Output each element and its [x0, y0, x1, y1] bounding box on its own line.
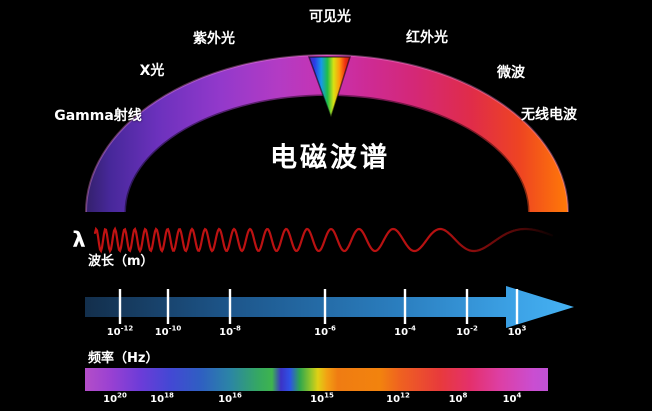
- tick-mark: [465, 289, 469, 324]
- lambda-symbol: λ: [72, 228, 86, 252]
- wavelength-tick-label: 103: [507, 324, 527, 338]
- tick-mark: [166, 289, 170, 324]
- arc-highlight: [85, 54, 569, 213]
- frequency-tick-label: 1016: [218, 391, 242, 405]
- wavelength-tick-label: 10-4: [394, 324, 416, 338]
- arc-label-uv: 紫外光: [193, 31, 235, 47]
- tick-mark: [403, 289, 407, 324]
- arc-label-gamma: Gamma射线: [54, 108, 142, 124]
- spectrum-arc: [86, 55, 568, 212]
- tick-mark: [323, 289, 327, 324]
- frequency-tick-label: 108: [448, 391, 468, 405]
- wavelength-tick-label: 10-6: [314, 324, 336, 338]
- visible-light-wedge: [307, 56, 352, 120]
- tick-mark: [228, 289, 232, 324]
- arc-label-xray: X光: [139, 63, 165, 79]
- wavelength-axis-label: 波长（m）: [88, 254, 154, 269]
- wave-curve: [93, 226, 554, 254]
- frequency-tick-label: 1020: [103, 391, 127, 405]
- wavelength-tick-marks: [118, 289, 519, 324]
- arc-label-microwave: 微波: [497, 65, 525, 81]
- arc-label-radio: 无线电波: [521, 107, 577, 123]
- frequency-axis-label: 频率（Hz）: [88, 351, 159, 366]
- arc-label-infrared: 红外光: [406, 30, 448, 46]
- frequency-tick-label: 104: [502, 391, 522, 405]
- arc-label-visible: 可见光: [309, 9, 351, 25]
- tick-mark: [515, 289, 519, 324]
- frequency-spectrum-bar: [85, 368, 548, 391]
- tick-mark: [118, 289, 122, 324]
- wavelength-tick-label: 10-8: [219, 324, 241, 338]
- diagram-title: 电磁波谱: [270, 142, 390, 174]
- frequency-tick-label: 1018: [150, 391, 174, 405]
- wavelength-tick-label: 10-10: [154, 324, 182, 338]
- frequency-tick-label: 1015: [310, 391, 334, 405]
- wavelength-bar: [85, 297, 506, 317]
- wavelength-tick-label: 10-12: [106, 324, 134, 338]
- wavelength-tick-label: 10-2: [456, 324, 478, 338]
- frequency-tick-label: 1012: [386, 391, 410, 405]
- wavelength-arrowhead: [506, 286, 574, 328]
